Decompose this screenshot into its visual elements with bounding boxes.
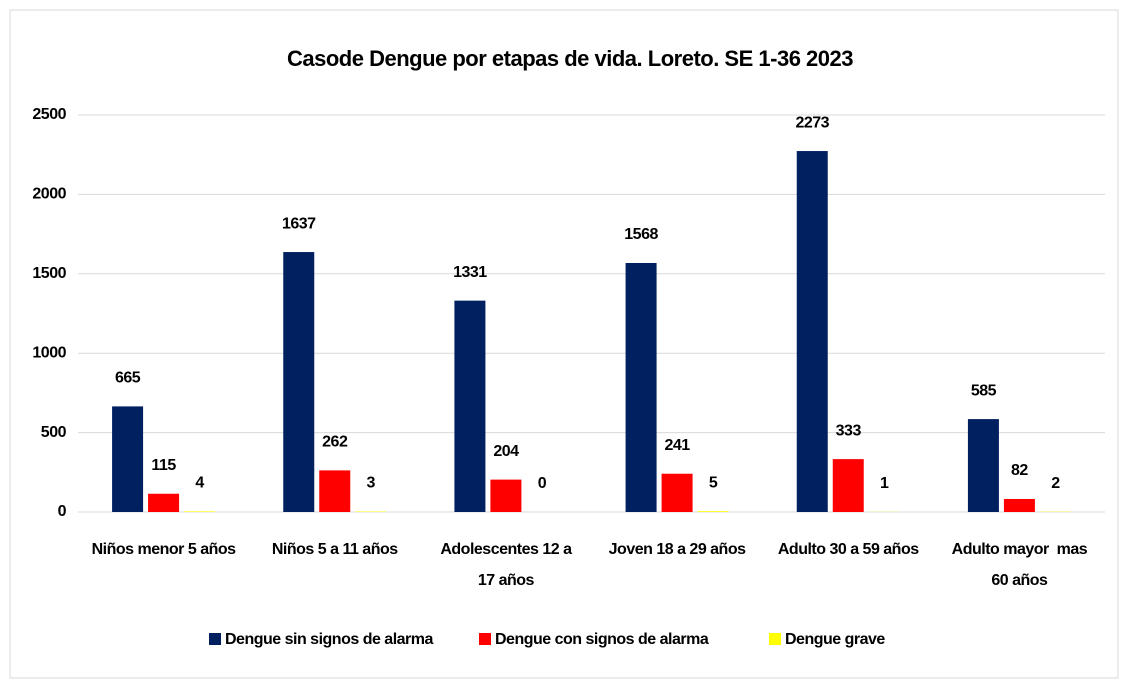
bar [832,459,864,512]
bar [112,406,144,512]
bar [283,252,315,512]
bar [697,511,729,512]
data-label: 4 [195,475,204,492]
bar [490,479,522,512]
data-label: 665 [115,370,141,387]
y-tick-label: 500 [41,424,67,441]
data-label: 5 [709,474,718,491]
data-label: 1637 [282,215,316,232]
data-label: 0 [538,475,547,492]
chart-border [9,9,1119,679]
bar [184,511,216,512]
bar [454,300,486,512]
bar [967,419,999,512]
bar [319,470,351,512]
data-label: 3 [367,475,376,492]
y-tick-label: 1500 [32,265,66,282]
data-label: 1331 [453,264,487,281]
y-tick-label: 2000 [32,186,66,203]
y-tick-label: 0 [58,503,67,520]
bar [625,263,657,512]
legend-swatch [209,633,221,645]
x-tick-label: Niños 5 a 11 años [272,541,398,558]
legend-swatch [479,633,491,645]
data-label: 115 [151,457,176,474]
bar [1003,498,1035,512]
x-tick-label: Adolescentes 12 a 17 años [440,541,572,589]
data-label: 1 [880,475,889,492]
chart-title: Casode Dengue por etapas de vida. Loreto… [287,46,853,71]
data-label: 204 [493,443,519,460]
legend-label: Dengue sin signos de alarma [225,631,434,648]
x-tick-label: Adulto 30 a 59 años [778,541,919,558]
legend-swatch [769,633,781,645]
y-tick-label: 1000 [32,344,66,361]
x-tick-label: Adulto mayor mas 60 años [952,541,1088,589]
data-label: 82 [1011,462,1028,479]
bar [661,473,693,512]
data-label: 241 [664,437,690,454]
x-tick-label: Niños menor 5 años [92,541,237,558]
y-tick-label: 2500 [32,106,66,123]
data-label: 2 [1051,475,1060,492]
data-label: 262 [322,434,348,451]
x-tick-label: Joven 18 a 29 años [609,541,746,558]
data-label: 585 [971,382,997,399]
data-label: 2273 [795,114,829,131]
legend-label: Dengue grave [785,631,885,648]
data-label: 1568 [624,226,658,243]
data-label: 333 [836,422,862,439]
bar [148,493,180,512]
legend-label: Dengue con signos de alarma [495,631,709,648]
bar [796,151,828,512]
